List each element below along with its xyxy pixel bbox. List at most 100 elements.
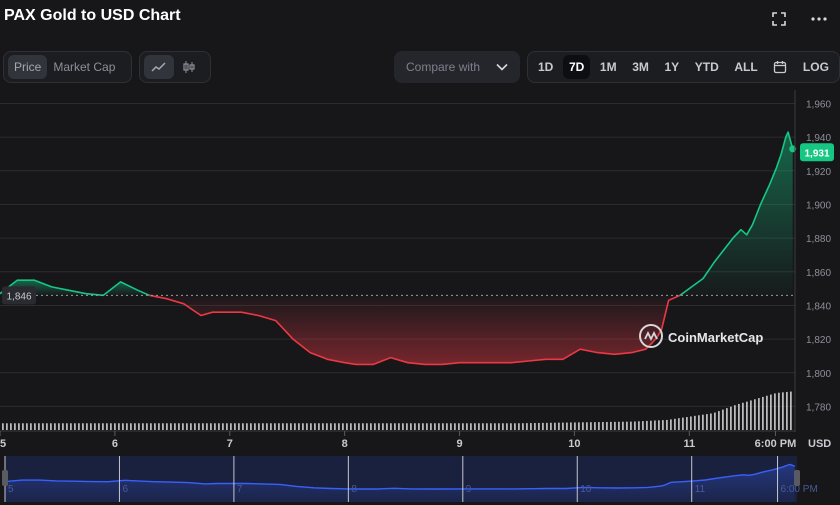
current-price-badge <box>800 143 834 162</box>
volume-bar <box>778 392 780 430</box>
fullscreen-icon[interactable] <box>770 10 788 28</box>
volume-bar <box>26 423 28 430</box>
volume-bar <box>518 423 520 430</box>
volume-bar <box>354 423 356 430</box>
volume-bar <box>206 423 208 430</box>
calendar-icon[interactable] <box>767 55 793 79</box>
volume-bar <box>406 423 408 430</box>
tab-price[interactable]: Price <box>8 55 48 79</box>
x-tick-label: 9 <box>456 438 462 450</box>
volume-bar <box>74 423 76 430</box>
volume-bar <box>378 423 380 430</box>
page-title: PAX Gold to USD Chart <box>4 7 181 24</box>
volume-bar <box>626 421 628 430</box>
volume-bar <box>322 423 324 430</box>
x-tick-label: 6 <box>112 438 118 450</box>
volume-bar <box>254 423 256 430</box>
x-tick-label: 11 <box>683 438 695 450</box>
volume-bar <box>218 423 220 430</box>
y-tick-label: 1,860 <box>806 268 831 279</box>
navigator-tick-label: 8 <box>351 484 357 495</box>
volume-bar <box>302 423 304 430</box>
volume-bar <box>606 421 608 430</box>
area-fill-down <box>149 295 681 365</box>
range-1d[interactable]: 1D <box>538 60 554 74</box>
axis-unit-label: USD <box>808 438 831 450</box>
volume-bar <box>162 423 164 430</box>
volume-bar <box>430 423 432 430</box>
range-3m[interactable]: 3M <box>632 60 649 74</box>
volume-bar <box>482 423 484 430</box>
volume-bar <box>362 423 364 430</box>
volume-bar <box>506 423 508 430</box>
volume-bar <box>618 421 620 430</box>
chevron-down-icon <box>496 60 508 74</box>
volume-bar <box>98 423 100 430</box>
volume-bar <box>434 423 436 430</box>
volume-bar <box>686 417 688 430</box>
volume-bar <box>530 423 532 430</box>
volume-bar <box>142 423 144 430</box>
volume-bar <box>710 413 712 430</box>
volume-bar <box>562 422 564 430</box>
volume-bar <box>274 423 276 430</box>
volume-bar <box>146 423 148 430</box>
volume-bar <box>446 423 448 430</box>
current-price-label: 1,931 <box>804 148 829 159</box>
tab-market-cap[interactable]: Market Cap <box>53 60 116 74</box>
volume-bar <box>310 423 312 430</box>
line-chart-icon[interactable] <box>144 55 174 79</box>
volume-bar <box>38 423 40 430</box>
volume-bar <box>282 423 284 430</box>
y-tick-label: 1,960 <box>806 99 831 110</box>
volume-bar <box>490 423 492 430</box>
volume-bar <box>558 422 560 430</box>
volume-bar <box>54 423 56 430</box>
volume-bar <box>278 423 280 430</box>
range-1y[interactable]: 1Y <box>664 60 680 74</box>
volume-bar <box>522 423 524 430</box>
range-ytd[interactable]: YTD <box>694 60 719 74</box>
log-toggle[interactable]: LOG <box>802 60 829 74</box>
volume-bar <box>762 396 764 430</box>
volume-bar <box>166 423 168 430</box>
compare-select[interactable]: Compare with <box>394 51 520 83</box>
volume-bar <box>602 422 604 430</box>
volume-bar <box>294 423 296 430</box>
y-tick-label: 1,800 <box>806 369 831 380</box>
range-7d[interactable]: 7D <box>562 55 591 79</box>
y-tick-label: 1,900 <box>806 200 831 211</box>
candlestick-icon[interactable] <box>174 55 204 79</box>
volume-bar <box>706 414 708 430</box>
price-line-up <box>679 131 794 296</box>
volume-bar <box>334 423 336 430</box>
volume-bar <box>698 415 700 430</box>
navigator-handle-left[interactable] <box>2 470 8 486</box>
volume-bar <box>154 423 156 430</box>
volume-bar <box>290 423 292 430</box>
volume-bar <box>758 398 760 430</box>
more-icon[interactable] <box>810 10 828 28</box>
x-tick-label: 7 <box>227 438 233 450</box>
range-all[interactable]: ALL <box>734 60 758 74</box>
navigator-handle-right[interactable] <box>794 470 800 486</box>
volume-bar <box>766 395 768 430</box>
volume-bar <box>150 423 152 430</box>
range-1m[interactable]: 1M <box>599 60 617 74</box>
volume-bar <box>590 422 592 430</box>
volume-bar <box>82 423 84 430</box>
price-line-up <box>0 279 150 297</box>
volume-bar <box>398 423 400 430</box>
volume-bar <box>182 423 184 430</box>
volume-bar <box>738 403 740 430</box>
volume-bar <box>130 423 132 430</box>
price-line-down <box>149 294 681 366</box>
volume-bar <box>394 423 396 430</box>
volume-bar <box>418 423 420 430</box>
volume-bar <box>330 423 332 430</box>
navigator-tick-label: 5 <box>8 484 14 495</box>
volume-bar <box>714 412 716 430</box>
y-tick-label: 1,920 <box>806 167 831 178</box>
volume-bar <box>90 423 92 430</box>
